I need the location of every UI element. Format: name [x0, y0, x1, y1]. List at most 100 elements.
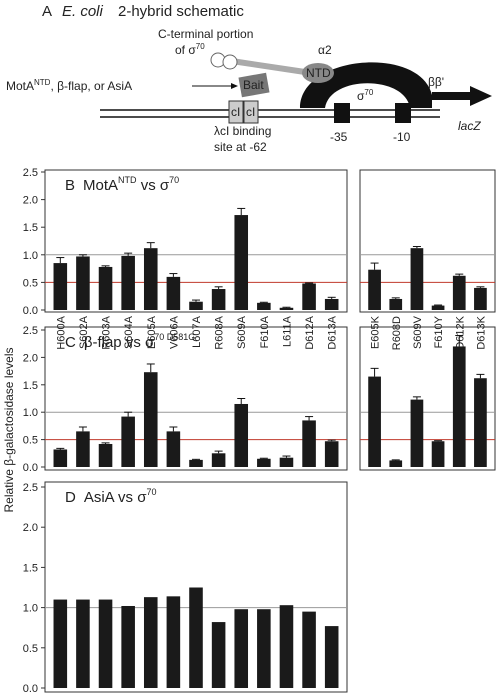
plot-frame [44, 326, 348, 471]
error-bar [305, 282, 314, 284]
title-part: 70 [169, 175, 179, 185]
error-bar [78, 426, 87, 432]
x-tick-label: S602A [78, 315, 90, 349]
y-tick-label: 0.0 [23, 462, 38, 474]
title-part: 70 D581G [154, 332, 195, 342]
panel-letter: A [42, 3, 52, 20]
error-bar [124, 252, 133, 256]
bar [53, 599, 68, 688]
bar [98, 599, 113, 688]
error-bar [78, 254, 87, 257]
y-tick-label: 2.0 [23, 352, 38, 364]
bar [257, 609, 271, 688]
bar [452, 275, 466, 310]
y-tick-label: 1.5 [23, 562, 38, 574]
t: MotA [6, 79, 34, 93]
x-tick-label: E605K [370, 315, 382, 349]
error-bar [391, 297, 400, 299]
panel-title: D AsiA vs σ70 [65, 487, 156, 506]
error-bar [237, 398, 246, 404]
x-tick-label: R608A [214, 315, 226, 349]
error-bar [259, 301, 268, 303]
arrow [432, 86, 492, 106]
error-bar [214, 450, 223, 454]
t: of σ [175, 43, 196, 57]
panel-letter: C [65, 334, 76, 351]
bar [474, 287, 487, 310]
error-bar [282, 455, 291, 458]
error-bar [101, 442, 110, 444]
error-bar [237, 207, 246, 216]
bar [76, 431, 90, 467]
bar [189, 301, 203, 310]
error-bar [124, 411, 133, 417]
bar [98, 443, 113, 467]
y-tick-label: 1.0 [23, 250, 38, 262]
error-bar [370, 367, 379, 377]
bar [53, 263, 68, 310]
bar [302, 420, 316, 467]
plot-frame [359, 326, 496, 471]
x-tick-label: E605A [146, 315, 158, 349]
x-tick-label: D613A [327, 315, 339, 349]
x-tick-label: D612K [454, 315, 466, 349]
label: α2 [318, 43, 332, 57]
bar [257, 458, 271, 467]
bar [279, 457, 294, 467]
bar [389, 298, 403, 310]
x-tick-label: L607A [191, 315, 203, 347]
label: λcI binding [214, 124, 271, 138]
t: , β-flap, or AsiA [50, 79, 132, 93]
t: 70 [364, 88, 373, 97]
promoter-box [395, 103, 411, 123]
y-tick-label: 2.5 [23, 482, 38, 494]
bar [324, 298, 339, 310]
error-bar [327, 439, 336, 442]
bar [302, 283, 316, 310]
linker [224, 57, 306, 75]
error-bar [101, 265, 110, 267]
bar [143, 372, 158, 467]
x-tick-label: F610Y [433, 315, 445, 348]
promoter-box [334, 103, 350, 123]
schematic-title-italic: E. coli [62, 3, 104, 20]
x-tick-label: D613K [475, 315, 487, 349]
bar [166, 431, 181, 467]
bar [389, 460, 403, 467]
bait [238, 72, 270, 98]
bar [324, 626, 339, 688]
y-tick-label: 1.0 [23, 603, 38, 615]
error-bar [56, 447, 65, 450]
title-part: β-flap vs σ [84, 334, 155, 351]
title-part: MotA [83, 177, 118, 194]
y-axis-label: Relative β-galactosidase levels [2, 348, 16, 513]
ci-box [228, 100, 244, 124]
label: σ70 [357, 88, 374, 103]
x-tick-label: R608D [391, 316, 403, 350]
label: -35 [330, 130, 348, 144]
panel-title: B MotANTD vs σ70 [65, 175, 179, 194]
t: 70 [196, 42, 205, 51]
plot-frame [44, 481, 348, 693]
y-tick-label: 0.0 [23, 305, 38, 317]
plot-frame [359, 169, 496, 313]
bar [410, 248, 424, 310]
label: -10 [393, 130, 411, 144]
x-tick-label: S609V [412, 315, 424, 349]
arrowhead [231, 83, 238, 89]
error-bar [476, 286, 485, 288]
label: ββ' [428, 75, 444, 89]
bar [279, 605, 294, 688]
x-tick-label: V606A [168, 315, 180, 349]
label: cI [231, 105, 240, 119]
x-tick-label: L611A [281, 315, 293, 347]
bar [76, 599, 90, 688]
error-bar [455, 273, 464, 276]
x-tick-label: H600A [55, 315, 67, 349]
error-bar [412, 396, 421, 400]
error-bar [434, 440, 443, 442]
x-tick-label: R603A [101, 315, 113, 349]
error-bar [192, 299, 200, 302]
